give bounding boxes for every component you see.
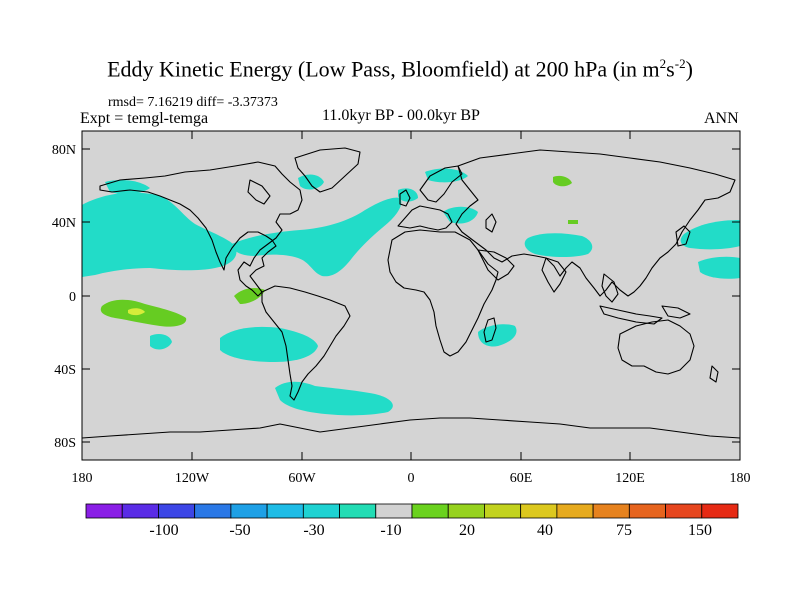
lat-labels: 80N 40N 0 40S 80S [52,143,76,451]
lon-label-120w: 120W [175,471,210,486]
colorbar-label-neg50: -50 [229,522,250,539]
coast-europe [397,205,453,231]
colorbar-label-150: 150 [688,522,712,539]
anomaly-central-asia-small [568,220,578,224]
lon-label-0: 0 [408,471,415,486]
period-label: 11.0kyr BP - 00.0kyr BP [322,107,480,124]
colorbar-swatch [447,503,485,519]
colorbar-swatch [121,503,159,519]
colorbar-swatch [628,503,666,519]
lon-label-60w: 60W [288,471,316,486]
colorbar-swatch [701,503,739,519]
colorbar-swatch [411,503,449,519]
anomaly-north-atlantic [232,197,402,277]
anomaly-south-pacific [220,326,318,362]
coast-australia [617,319,695,375]
lat-label-0: 0 [69,290,76,305]
coast-asia [455,149,736,297]
colorbar-labels: -100 -50 -30 -10 20 40 75 150 [149,522,712,539]
coast-caspian [485,213,497,233]
colorbar-swatch [339,503,377,519]
anomaly-tropical-pacific-core [128,308,145,316]
anomaly-scandinavia [425,168,468,183]
colorbar-label-75: 75 [616,522,632,539]
coast-antarctica [82,417,740,439]
colorbar-swatch [85,503,123,519]
colorbar-swatch [230,503,268,519]
lon-labels: 180 120W 60W 0 60E 120E 180 [72,471,751,486]
stats-label: rmsd= 7.16219 diff= -3.37373 [108,95,278,110]
lat-label-40s: 40S [54,363,76,378]
map-background [82,131,740,460]
season-label: ANN [704,110,739,127]
anomaly-black-sea [443,206,478,224]
anomaly-siberia [553,175,572,187]
anomaly-tropical-pacific [100,299,187,327]
coast-india [541,257,567,293]
coast-africa [387,229,499,357]
anomaly-southern-ocean [275,381,393,416]
anomaly-positive [100,175,578,327]
lat-label-40n: 40N [52,216,76,231]
coast-new-zealand [709,365,719,383]
experiment-label: Expt = temgl-temga [80,110,209,127]
lon-label-180e: 180 [730,471,751,486]
anomaly-japan [680,220,740,250]
lat-label-80s: 80S [54,436,76,451]
anomaly-central-asia [524,233,593,257]
coast-madagascar [483,317,497,343]
anomaly-north-pacific-east [698,256,740,279]
colorbar-swatch [556,503,594,519]
colorbar-label-20: 20 [459,522,475,539]
coast-britain [399,189,411,207]
colorbar-swatch [520,503,558,519]
coast-japan [675,225,691,247]
anomaly-greenland [298,174,324,190]
lon-label-60e: 60E [510,471,533,486]
coast-new-guinea [661,305,691,319]
colorbar-swatch [665,503,703,519]
coast-arabia [477,249,515,281]
chart-title: Eddy Kinetic Energy (Low Pass, Bloomfiel… [107,56,693,82]
anomaly-tropical-pacific-south [150,334,172,350]
coast-greenland [294,147,361,193]
colorbar-swatch [158,503,196,519]
lon-label-180w: 180 [72,471,93,486]
colorbar-swatch [266,503,304,519]
colorbar-swatch [592,503,630,519]
coastlines [82,147,740,439]
anomaly-north-pacific [82,192,237,277]
coast-indochina [601,273,619,303]
lon-label-120e: 120E [615,471,645,486]
colorbar-label-neg100: -100 [149,522,178,539]
colorbar-swatch [194,503,232,519]
coast-south-america [261,285,351,401]
coast-hudson [247,179,271,205]
colorbar-swatch [375,503,413,519]
anomaly-east-pacific [234,288,265,304]
colorbar-label-40: 40 [537,522,553,539]
colorbar-label-neg30: -30 [303,522,324,539]
colorbar-swatch [302,503,340,519]
axis-ticks [82,131,740,460]
lat-label-80n: 80N [52,143,76,158]
colorbar [85,503,739,519]
coast-scandinavia [419,165,463,203]
colorbar-swatch [484,503,522,519]
colorbar-label-neg10: -10 [380,522,401,539]
